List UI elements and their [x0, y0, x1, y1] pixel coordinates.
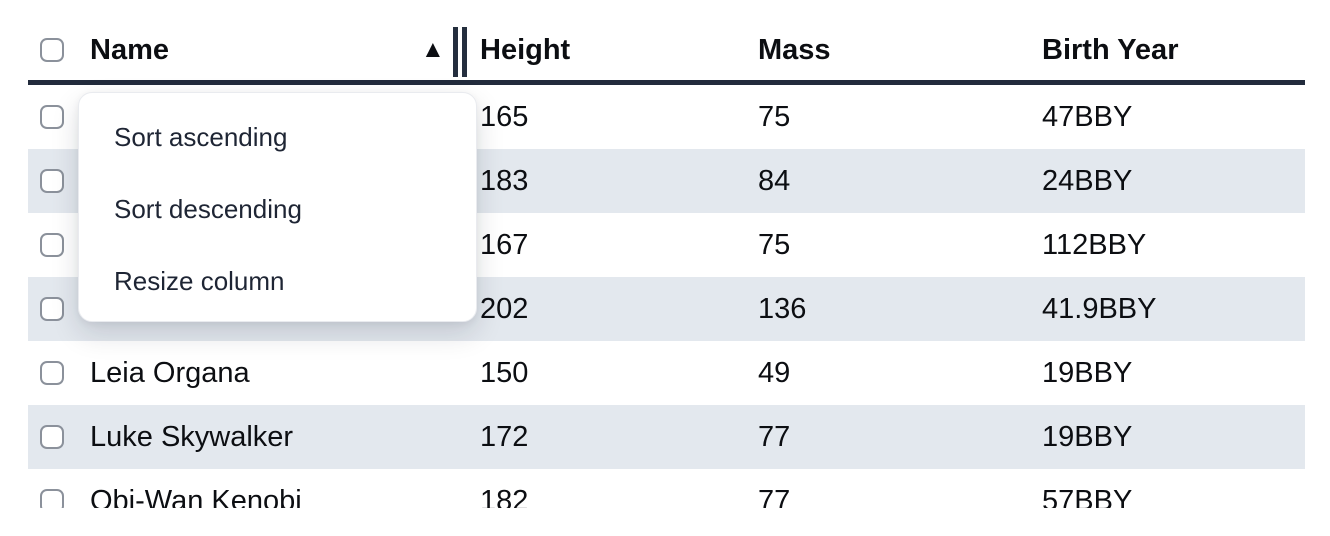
cell-birth-year: 57BBY — [1042, 484, 1133, 509]
table-row: 167 75 112BBY — [28, 213, 1305, 277]
row-checkbox[interactable] — [40, 105, 64, 129]
cell-name: Obi-Wan Kenobi — [90, 484, 302, 509]
table-header-row: Name Height Mass Birth Year — [28, 0, 1305, 85]
cell-birth-year: 47BBY — [1042, 100, 1133, 133]
row-checkbox[interactable] — [40, 425, 64, 449]
cell-mass: 84 — [758, 164, 791, 197]
cell-mass: 75 — [758, 228, 791, 261]
select-all-checkbox[interactable] — [40, 38, 64, 62]
cell-height: 150 — [480, 356, 529, 389]
column-header-name[interactable]: Name — [90, 33, 169, 66]
column-context-menu: Sort ascending Sort descending Resize co… — [78, 92, 477, 322]
menu-item-resize-column[interactable]: Resize column — [114, 265, 285, 296]
column-header-birth-year[interactable]: Birth Year — [1042, 33, 1179, 66]
cell-birth-year: 19BBY — [1042, 356, 1133, 389]
cell-mass: 49 — [758, 356, 791, 389]
cell-mass: 75 — [758, 100, 791, 133]
cell-height: 183 — [480, 164, 529, 197]
cell-mass: 77 — [758, 420, 791, 453]
column-resize-handle-icon[interactable] — [453, 27, 467, 77]
row-checkbox[interactable] — [40, 297, 64, 321]
column-header-mass[interactable]: Mass — [758, 33, 831, 66]
cell-height: 172 — [480, 420, 529, 453]
cell-height: 167 — [480, 228, 529, 261]
table-row: Leia Organa 150 49 19BBY — [28, 341, 1305, 405]
cell-height: 202 — [480, 292, 529, 325]
cell-name: Luke Skywalker — [90, 420, 294, 453]
menu-item-sort-descending[interactable]: Sort descending — [114, 193, 302, 224]
column-header-height[interactable]: Height — [480, 33, 571, 66]
row-checkbox[interactable] — [40, 361, 64, 385]
resize-bar — [453, 27, 458, 77]
cell-mass: 77 — [758, 484, 791, 509]
table-row: Luke Skywalker 172 77 19BBY — [28, 405, 1305, 469]
table-row: 165 75 47BBY — [28, 85, 1305, 149]
cell-birth-year: 112BBY — [1042, 228, 1147, 261]
sort-ascending-icon: ▲ — [421, 36, 445, 63]
cell-height: 165 — [480, 100, 529, 133]
resize-bar — [462, 27, 467, 77]
cell-mass: 136 — [758, 292, 807, 325]
row-checkbox[interactable] — [40, 489, 64, 508]
row-checkbox[interactable] — [40, 169, 64, 193]
row-checkbox[interactable] — [40, 233, 64, 257]
table-row: Obi-Wan Kenobi 182 77 57BBY — [28, 469, 1305, 508]
cell-name: Leia Organa — [90, 356, 250, 389]
data-table: Name Height Mass Birth Year ▲ 165 75 47B… — [28, 0, 1305, 508]
cell-birth-year: 19BBY — [1042, 420, 1133, 453]
cell-birth-year: 41.9BBY — [1042, 292, 1157, 325]
cell-birth-year: 24BBY — [1042, 164, 1133, 197]
menu-item-sort-ascending[interactable]: Sort ascending — [114, 121, 288, 152]
cell-height: 182 — [480, 484, 529, 509]
